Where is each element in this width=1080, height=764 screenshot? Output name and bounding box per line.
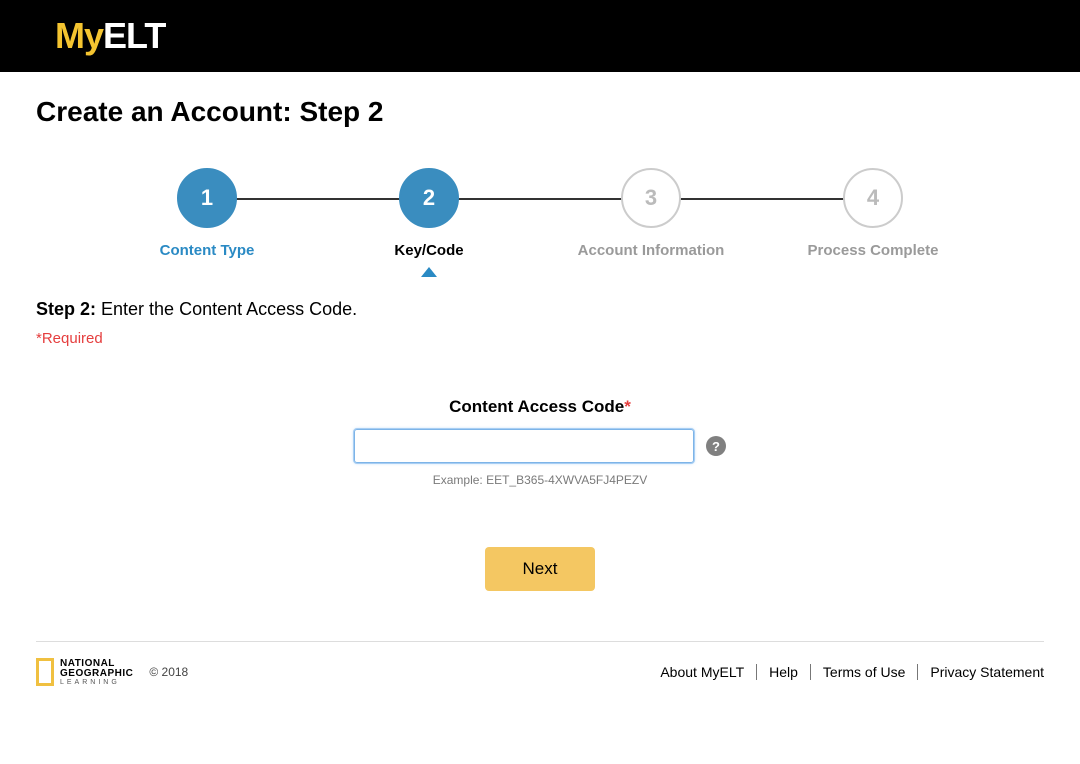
logo-my: My [55,15,103,56]
step-label-3: Account Information [578,242,725,259]
logo-elt: ELT [103,15,165,56]
step-circle-4: 4 [843,168,903,228]
step-content-type: 1 Content Type [96,168,318,259]
step-circle-3: 3 [621,168,681,228]
ngl-line1: NATIONAL [60,659,133,669]
help-icon[interactable]: ? [706,436,726,456]
access-code-label-text: Content Access Code [449,397,624,416]
step-instruction: Step 2: Enter the Content Access Code. [36,299,1044,320]
footer-left: NATIONAL GEOGRAPHIC LEARNING © 2018 [36,658,188,686]
required-asterisk: * [624,397,631,416]
footer-link-about[interactable]: About MyELT [648,664,757,680]
form-area: Content Access Code* ? Example: EET_B365… [36,397,1044,641]
required-note: *Required [36,330,1044,347]
step-connector [651,198,873,200]
ngl-line2: GEOGRAPHIC [60,669,133,679]
step-circle-1[interactable]: 1 [177,168,237,228]
step-label-1: Content Type [160,242,255,259]
input-row: ? [354,429,726,463]
step-label-4: Process Complete [808,242,939,259]
step-account-info: 3 Account Information [540,168,762,259]
access-code-label: Content Access Code* [449,397,631,417]
footer-links: About MyELT Help Terms of Use Privacy St… [648,664,1044,680]
page-title: Create an Account: Step 2 [36,96,1044,128]
access-code-input[interactable] [354,429,694,463]
step-instruction-text: Enter the Content Access Code. [96,299,357,319]
progress-stepper: 1 Content Type 2 Key/Code 3 Account Info… [96,168,984,277]
ngl-rectangle-icon [36,658,54,686]
ngl-logo[interactable]: NATIONAL GEOGRAPHIC LEARNING [36,658,133,686]
example-text: Example: EET_B365-4XWVA5FJ4PEZV [433,473,648,487]
step-process-complete: 4 Process Complete [762,168,984,259]
footer-link-help[interactable]: Help [757,664,811,680]
ngl-text: NATIONAL GEOGRAPHIC LEARNING [60,659,133,686]
header-bar: MyELT [0,0,1080,72]
step-key-code: 2 Key/Code [318,168,540,277]
step-instruction-bold: Step 2: [36,299,96,319]
step-circle-2[interactable]: 2 [399,168,459,228]
logo[interactable]: MyELT [55,15,165,57]
footer-link-privacy[interactable]: Privacy Statement [918,664,1044,680]
next-button[interactable]: Next [485,547,596,591]
current-step-indicator-icon [421,267,437,277]
ngl-line3: LEARNING [60,679,133,686]
footer: NATIONAL GEOGRAPHIC LEARNING © 2018 Abou… [36,641,1044,716]
footer-link-terms[interactable]: Terms of Use [811,664,918,680]
step-connector [429,198,651,200]
step-connector [207,198,429,200]
copyright: © 2018 [149,665,188,679]
step-label-2: Key/Code [394,242,463,259]
